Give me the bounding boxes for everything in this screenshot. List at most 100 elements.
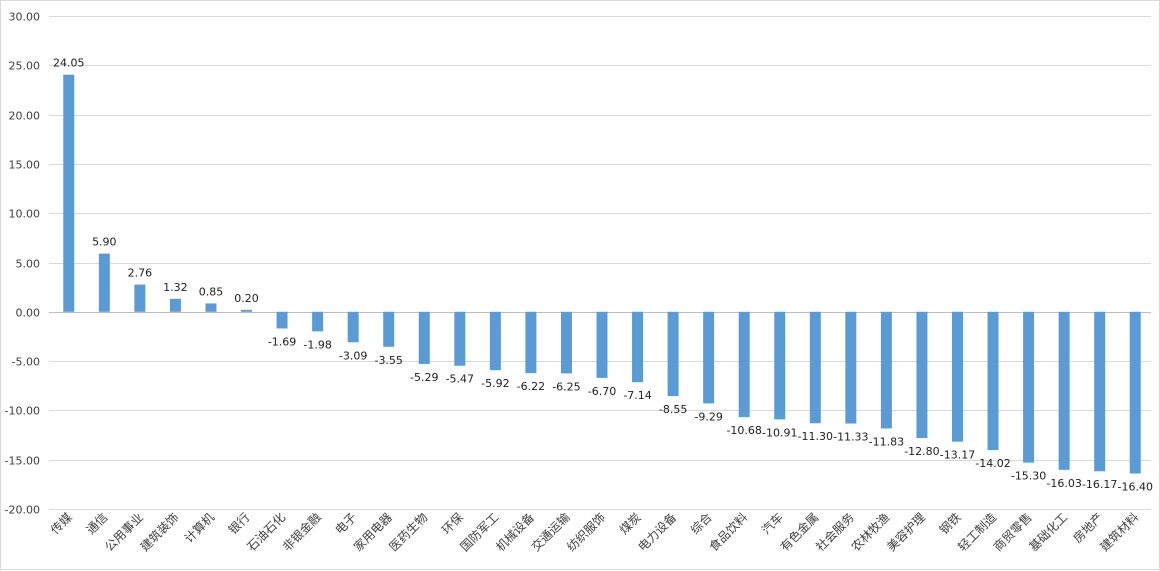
data-label: -5.29	[410, 371, 438, 384]
data-label: -6.70	[588, 385, 616, 398]
data-label: -14.02	[975, 457, 1010, 470]
x-tick-label: 农林牧渔	[849, 510, 893, 554]
bar	[347, 311, 359, 343]
bar	[560, 311, 572, 374]
bar	[383, 311, 395, 347]
y-tick-label: -20.00	[5, 504, 40, 517]
y-tick-label: 15.00	[9, 159, 41, 172]
data-label: -7.14	[623, 389, 651, 402]
y-tick-label: 5.00	[16, 258, 41, 271]
x-tick-label: 医药生物	[387, 510, 431, 554]
bar	[525, 311, 537, 374]
data-label: -16.40	[1117, 481, 1152, 494]
bar	[489, 311, 501, 371]
data-label: -12.80	[904, 445, 939, 458]
bar	[703, 311, 715, 404]
bar	[738, 311, 750, 418]
data-label: -15.30	[1011, 470, 1046, 483]
data-label: -11.30	[798, 430, 833, 443]
bars	[63, 74, 1141, 474]
x-tick-label: 通信	[84, 510, 111, 537]
x-tick-label: 电子	[332, 510, 359, 537]
data-label: -13.17	[940, 449, 975, 462]
data-label: -3.55	[374, 354, 402, 367]
y-tick-label: 10.00	[9, 208, 41, 221]
x-tick-label: 电力设备	[635, 510, 679, 554]
x-tick-label: 煤炭	[617, 510, 644, 537]
data-label: -10.68	[726, 424, 761, 437]
x-tick-label: 家用电器	[350, 510, 395, 555]
x-tick-label: 基础化工	[1026, 510, 1070, 554]
x-tick-label: 石油石化	[244, 510, 288, 554]
bar	[418, 311, 430, 364]
data-label: -11.83	[869, 435, 904, 448]
x-tick-label: 食品饮料	[706, 510, 751, 555]
data-label: -5.47	[446, 373, 474, 386]
y-tick-label: 25.00	[9, 60, 41, 73]
bar	[205, 303, 217, 312]
bar	[845, 311, 857, 424]
x-tick-label: 银行	[226, 510, 253, 537]
data-label: 2.76	[128, 267, 153, 280]
x-tick-label: 非银金融	[279, 510, 324, 555]
bar	[63, 74, 75, 312]
y-axis: 30.00 25.00 20.00 15.00 10.00 5.00 0.00 -5.00 -1…	[5, 11, 40, 517]
x-tick-label: 机械设备	[492, 510, 537, 555]
x-tick-label: 轻工制造	[955, 510, 999, 554]
x-tick-label: 交通运输	[528, 510, 573, 555]
bar	[169, 298, 181, 312]
data-label: 1.32	[163, 281, 188, 294]
x-tick-label: 计算机	[181, 510, 217, 546]
bar	[276, 311, 288, 329]
bar	[667, 311, 679, 397]
bar	[1094, 311, 1106, 472]
data-label: 5.90	[92, 236, 117, 249]
x-tick-label: 建筑装饰	[137, 510, 182, 555]
bar	[951, 311, 963, 442]
data-label: 0.20	[234, 292, 259, 305]
y-tick-label: 0.00	[16, 307, 41, 320]
data-label: -5.92	[481, 377, 509, 390]
gridlines	[49, 16, 1151, 510]
x-tick-label: 传媒	[47, 510, 75, 538]
x-tick-label: 纺织服饰	[564, 510, 608, 554]
bar	[134, 284, 146, 312]
data-label: -9.29	[694, 410, 722, 423]
data-label: -16.03	[1046, 477, 1081, 490]
data-label: -1.69	[268, 335, 296, 348]
bar	[1058, 311, 1070, 470]
bar	[1023, 311, 1035, 463]
data-label: 0.85	[199, 285, 224, 298]
bar	[774, 311, 786, 420]
x-tick-label: 汽车	[758, 510, 786, 538]
data-labels: 24.05 5.90 2.76 1.32 0.85 0.20 -1.69 -1.98 -3.09…	[53, 57, 1153, 494]
bar	[241, 309, 253, 312]
bar	[596, 311, 608, 378]
data-label: -11.33	[833, 431, 868, 444]
data-label: 24.05	[53, 57, 85, 70]
y-tick-label: -10.00	[5, 405, 40, 418]
data-label: -1.98	[303, 338, 331, 351]
x-tick-label: 有色金属	[777, 510, 822, 555]
data-label: -6.22	[517, 380, 545, 393]
x-tick-label: 社会服务	[812, 510, 857, 555]
x-tick-label: 钢铁	[937, 510, 964, 537]
x-tick-label: 国防军工	[457, 510, 502, 555]
x-tick-label: 环保	[439, 510, 466, 537]
y-tick-label: -15.00	[5, 455, 40, 468]
x-tick-label: 美容护理	[883, 510, 928, 555]
data-label: -16.17	[1082, 478, 1117, 491]
data-label: -8.55	[659, 403, 687, 416]
x-tick-label: 综合	[687, 510, 715, 538]
bar	[98, 253, 110, 312]
bar	[880, 311, 892, 429]
bar	[987, 311, 999, 451]
data-label: -6.25	[552, 380, 580, 393]
x-tick-label: 商贸零售	[990, 510, 1035, 555]
y-tick-label: 20.00	[9, 110, 41, 123]
x-tick-label: 公用事业	[102, 510, 146, 554]
bar	[809, 311, 821, 424]
bar	[454, 311, 466, 366]
